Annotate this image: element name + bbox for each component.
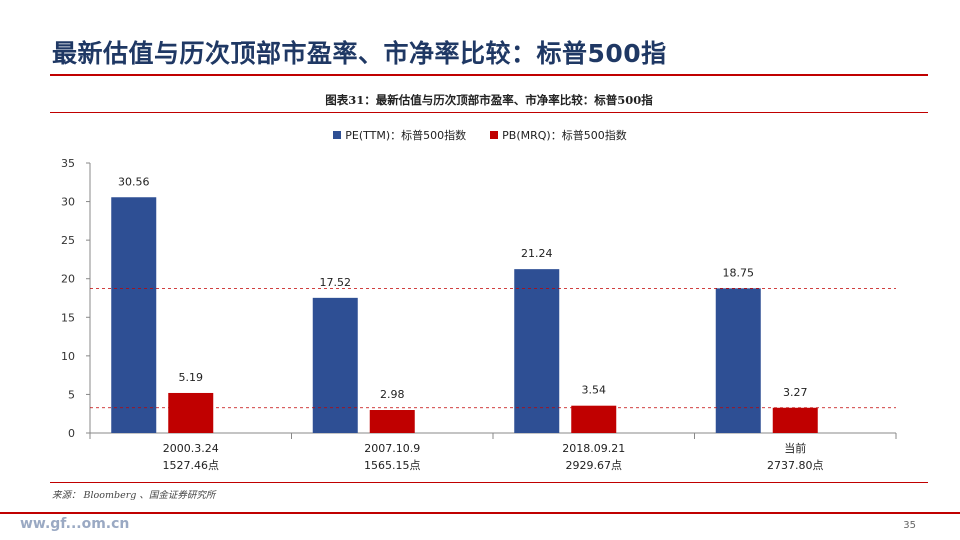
legend-swatch-pb	[490, 131, 499, 139]
data-label-pb: 3.54	[582, 384, 607, 397]
bar-pb	[772, 407, 818, 433]
legend-swatch-pe	[333, 131, 342, 139]
y-tick-label: 15	[61, 311, 75, 324]
title-divider	[50, 74, 928, 76]
data-label-pe: 21.24	[521, 247, 553, 260]
y-tick-label: 20	[61, 273, 75, 286]
bar-pb	[369, 410, 415, 433]
legend-label-pb: PB(MRQ)：标普500指数	[502, 129, 627, 142]
footer-divider	[0, 512, 960, 514]
y-tick-label: 5	[68, 388, 75, 401]
x-tick-label-index: 1527.46点	[163, 459, 220, 472]
data-label-pe: 30.56	[118, 175, 150, 188]
bar-pb	[168, 392, 214, 433]
legend-label-pe: PE(TTM)：标普500指数	[345, 129, 467, 142]
chart-legend: PE(TTM)：标普500指数 PB(MRQ)：标普500指数	[0, 127, 960, 143]
data-label-pe: 18.75	[723, 266, 755, 279]
x-tick-label-date: 2007.10.9	[364, 442, 420, 455]
y-tick-label: 30	[61, 196, 75, 209]
bar-pe	[715, 288, 761, 433]
source-divider	[50, 482, 928, 483]
slide-title: 最新估值与历次顶部市盈率、市净率比较：标普500指	[52, 39, 667, 68]
x-tick-label-date: 2018.09.21	[562, 442, 625, 455]
bar-pe	[312, 297, 358, 433]
source-note: 来源： Bloomberg 、国金证券研究所	[52, 490, 216, 501]
x-tick-label-date: 2000.3.24	[163, 442, 219, 455]
caption-divider	[50, 112, 928, 113]
legend-item-pb: PB(MRQ)：标普500指数	[490, 127, 627, 143]
data-label-pb: 5.19	[179, 371, 204, 384]
page-number: 35	[903, 520, 916, 531]
y-tick-label: 10	[61, 350, 75, 363]
x-tick-label-index: 2929.67点	[566, 459, 623, 472]
data-label-pe: 17.52	[320, 276, 352, 289]
bar-pe	[111, 197, 157, 433]
x-tick-label-index: 2737.80点	[767, 459, 824, 472]
legend-item-pe: PE(TTM)：标普500指数	[333, 127, 466, 143]
x-tick-label-date: 当前	[784, 441, 806, 455]
footer-brand: ww.gf...om.cn	[20, 516, 130, 532]
y-tick-label: 35	[61, 157, 75, 170]
x-tick-label-index: 1565.15点	[364, 459, 421, 472]
bar-pe	[514, 269, 560, 433]
y-tick-label: 25	[61, 234, 75, 247]
y-tick-label: 0	[68, 427, 75, 440]
data-label-pb: 3.27	[783, 386, 808, 399]
bar-pb	[571, 405, 617, 433]
data-label-pb: 2.98	[380, 388, 405, 401]
figure-caption: 图表31：最新估值与历次顶部市盈率、市净率比较：标普500指	[325, 93, 653, 107]
